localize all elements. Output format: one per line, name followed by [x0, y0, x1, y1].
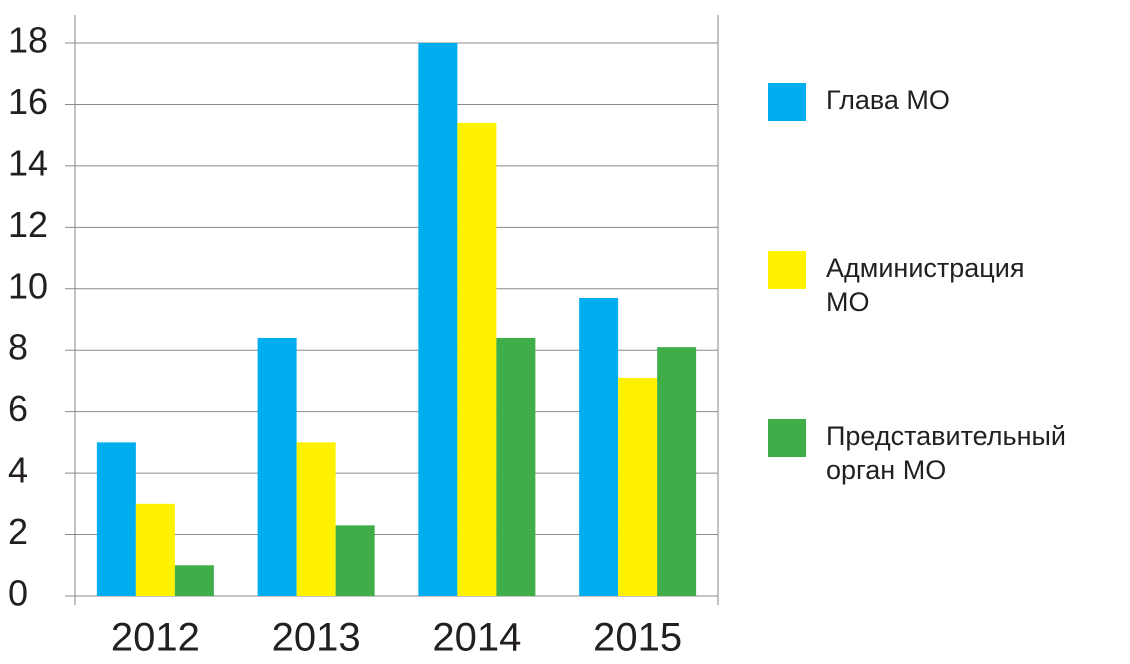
legend-label: Представительный орган МО	[826, 421, 1067, 485]
bar	[618, 377, 658, 596]
x-tick-label: 2013	[272, 616, 361, 660]
bar	[96, 442, 136, 596]
legend-swatch	[768, 419, 806, 457]
y-tick-label: 12	[8, 204, 48, 245]
bar	[296, 442, 336, 596]
bar	[496, 337, 536, 596]
y-tick-label: 18	[8, 20, 48, 61]
bar	[418, 43, 458, 596]
legend-swatch	[768, 251, 806, 289]
bar	[257, 337, 297, 596]
legend-label: Глава МО	[826, 85, 950, 115]
x-tick-label: 2012	[111, 616, 200, 660]
y-tick-label: 2	[8, 511, 28, 552]
y-tick-label: 14	[8, 142, 48, 183]
legend-label: Администрация МО	[826, 253, 1025, 317]
y-tick-label: 4	[8, 450, 28, 491]
legend-item: Администрация МО	[768, 251, 1066, 319]
y-tick-label: 0	[8, 573, 28, 614]
y-tick-label: 10	[8, 265, 48, 306]
bar	[174, 565, 214, 596]
bar	[457, 122, 497, 596]
y-tick-label: 8	[8, 327, 28, 368]
bar	[335, 525, 375, 596]
bar	[579, 297, 619, 596]
y-tick-label: 6	[8, 388, 28, 429]
x-tick-label: 2015	[593, 616, 682, 660]
x-tick-label: 2014	[432, 616, 521, 660]
bar	[135, 503, 175, 596]
y-tick-label: 16	[8, 81, 48, 122]
legend-item: Представительный орган МО	[768, 419, 1066, 487]
legend-swatch	[768, 83, 806, 121]
bar	[657, 347, 697, 596]
legend-item: Глава МО	[768, 83, 1066, 121]
